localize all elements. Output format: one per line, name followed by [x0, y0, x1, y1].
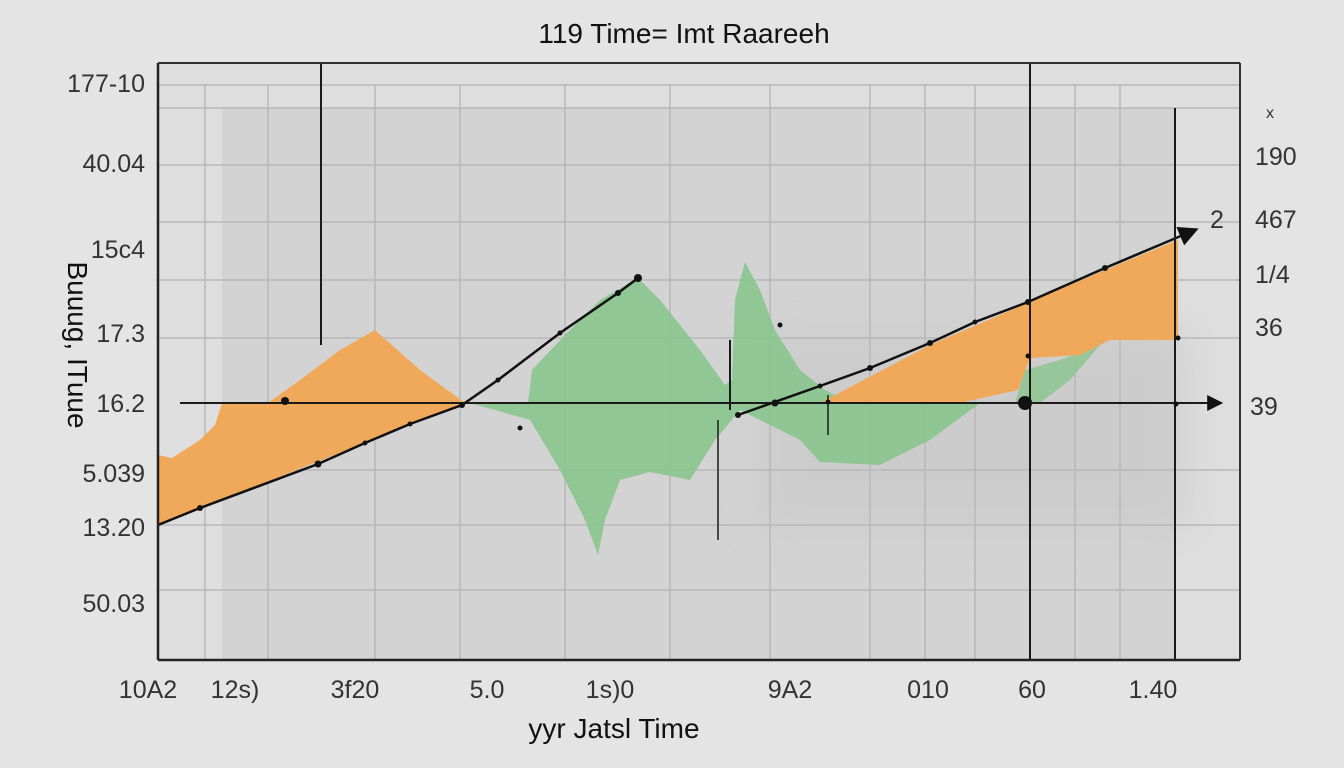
- y-tick-label-left: 16.2: [96, 390, 145, 418]
- annotation-x: x: [1266, 105, 1274, 122]
- grid-horizontal: [158, 84, 1240, 591]
- green-area-right: [1015, 345, 1100, 403]
- green-area-upper: [528, 262, 850, 403]
- y-tick-label-left: 50.03: [82, 590, 145, 618]
- x-tick-label: 5.0: [470, 676, 505, 704]
- annotation-2: 2: [1210, 206, 1224, 234]
- y-tick-label-left: 5.039: [82, 460, 145, 488]
- x-tick-labels: 10A2 12s) 3f20 5.0 1s)0 9A2 010 60 1.40: [119, 676, 1178, 704]
- y-tick-label-right: 467: [1255, 206, 1297, 234]
- x-tick-label: 1.40: [1129, 676, 1178, 704]
- y-tick-label-left: 13.20: [82, 514, 145, 542]
- orange-area-right: [820, 240, 1178, 403]
- x-tick-label: 3f20: [331, 676, 380, 704]
- y-tick-label-left: 177-10: [67, 70, 145, 98]
- x-tick-label: 9A2: [768, 676, 812, 704]
- x-tick-label: 1s)0: [586, 676, 635, 704]
- x-tick-label: 010: [907, 676, 949, 704]
- green-area: [470, 403, 980, 555]
- chart-title: 119 Time= Imt Raareeh: [538, 18, 829, 49]
- y-tick-labels-left: 177-10 40.04 15c4 17.3 16.2 5.039 13.20 50.03: [67, 70, 145, 618]
- trend-line-1: [157, 277, 639, 527]
- y-tick-label-left: 17.3: [96, 320, 145, 348]
- y-tick-label-left: 15c4: [91, 236, 145, 264]
- y-tick-label-right: 190: [1255, 143, 1297, 171]
- data-markers: [197, 265, 1181, 511]
- x-tick-label: 60: [1018, 676, 1046, 704]
- x-tick-label: 10A2: [119, 676, 177, 704]
- trend-line-2: [737, 227, 1199, 417]
- y-tick-label-right: 39: [1250, 393, 1278, 421]
- vertical-markers: [320, 63, 1176, 660]
- y-tick-labels-right: 190 467 1/4 36 39: [1250, 143, 1297, 421]
- x-axis-title: yyr Jatsl Time: [528, 713, 699, 744]
- y-tick-label-right: 1/4: [1255, 261, 1290, 289]
- y-axis-title: Buuug, ITuue: [62, 261, 93, 428]
- x-tick-label: 12s): [211, 676, 260, 704]
- y-tick-label-left: 40.04: [82, 150, 145, 178]
- orange-area-left: [158, 330, 465, 525]
- y-tick-label-right: 36: [1255, 314, 1283, 342]
